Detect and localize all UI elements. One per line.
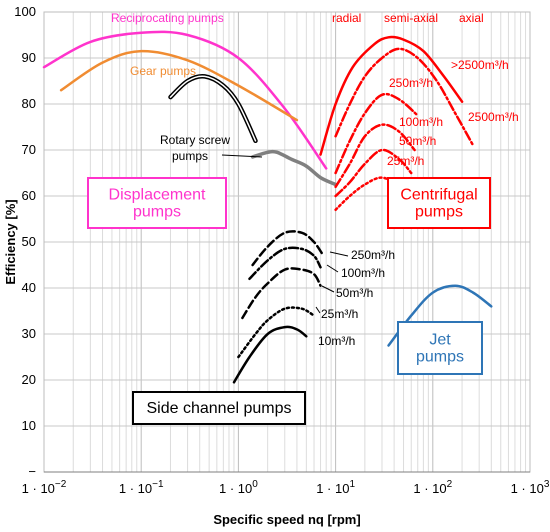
- annotation-label: Rotary screw: [160, 133, 230, 147]
- series-line: [59, 49, 299, 122]
- category-box: [132, 391, 306, 425]
- x-tick-label: 1 · 100: [219, 479, 258, 496]
- series-line: [334, 92, 419, 175]
- annotation-label: 250m³/h: [389, 76, 433, 90]
- category-box-label: pumps: [415, 203, 463, 220]
- category-box-layer: DisplacementpumpsCentrifugalpumpsJetpump…: [87, 177, 491, 425]
- category-box: [397, 321, 483, 375]
- annotation-label: 100m³/h: [341, 266, 385, 280]
- annotation-label: 100m³/h: [399, 115, 443, 129]
- category-box-label: pumps: [133, 203, 181, 220]
- series-line-inner: [169, 75, 257, 142]
- leader-line: [329, 251, 349, 257]
- annotation-label: 250m³/h: [351, 248, 395, 262]
- annotation-label: >2500m³/h: [451, 58, 509, 72]
- y-tick-label: 30: [22, 326, 36, 341]
- category-box-label: Jet: [429, 331, 451, 348]
- series-line: [334, 176, 409, 212]
- series-layer: [42, 30, 493, 384]
- series-line: [42, 30, 328, 170]
- annotation-label: 10m³/h: [318, 334, 355, 348]
- category-box: [87, 177, 227, 229]
- y-tick-label: 70: [22, 142, 36, 157]
- leader-line: [326, 264, 339, 273]
- x-tick-label: 1 · 102: [413, 479, 452, 496]
- series-line: [232, 325, 308, 384]
- annotation-label: 50m³/h: [336, 286, 373, 300]
- annotation-label: pumps: [172, 149, 208, 163]
- annotation-label: Gear pumps: [130, 64, 196, 78]
- y-tick-label: 100: [14, 4, 36, 19]
- annotation-label: axial: [459, 11, 484, 25]
- series-line: [241, 267, 322, 320]
- x-tick-label: 1 · 10−2: [22, 479, 67, 496]
- plot-frame: [43, 11, 531, 473]
- x-axis-title: Specific speed nq [rpm]: [213, 512, 360, 527]
- annotation-label: 25m³/h: [387, 154, 424, 168]
- annotation-layer: Reciprocating pumps Gear pumps Rotary scre…: [111, 11, 519, 348]
- y-tick-label: 40: [22, 280, 36, 295]
- series-line: [387, 284, 493, 347]
- y-tick-label: −: [28, 464, 36, 479]
- category-box-label: Displacement: [109, 187, 206, 204]
- x-tick-label: 1 · 103: [511, 479, 550, 496]
- y-tick-label: 80: [22, 96, 36, 111]
- annotation-label: radial: [332, 11, 361, 25]
- series-line: [250, 149, 338, 187]
- y-tick-label: 60: [22, 188, 36, 203]
- y-tick-label: 50: [22, 234, 36, 249]
- y-tick-label: 90: [22, 50, 36, 65]
- category-box-label: Centrifugal: [400, 187, 477, 204]
- axis-title-layer: Specific speed nq [rpm] Efficiency [%]: [3, 199, 361, 527]
- annotation-label: semi-axial: [384, 11, 438, 25]
- category-box-label: Side channel pumps: [147, 400, 292, 417]
- x-tick-label: 1 · 10−1: [119, 479, 164, 496]
- series-line: [334, 123, 416, 189]
- y-tick-label: 20: [22, 372, 36, 387]
- series-line: [319, 35, 464, 156]
- annotation-label: 50m³/h: [399, 134, 436, 148]
- category-box: [387, 177, 491, 229]
- x-tick-label: 1 · 101: [316, 479, 355, 496]
- series-line: [251, 230, 325, 267]
- y-axis-title: Efficiency [%]: [3, 199, 18, 284]
- series-line: [237, 306, 316, 359]
- leader-line: [221, 154, 263, 158]
- series-line: [248, 246, 322, 281]
- leader-line: [315, 306, 321, 314]
- series-line: [168, 73, 258, 144]
- y-tick-label: 10: [22, 418, 36, 433]
- category-box-label: pumps: [416, 349, 464, 366]
- annotation-label: Reciprocating pumps: [111, 11, 224, 25]
- annotation-label: 2500m³/h: [468, 110, 519, 124]
- series-line: [334, 148, 413, 198]
- series-line: [334, 47, 475, 147]
- leader-line: [321, 285, 335, 293]
- annotation-label: 25m³/h: [321, 307, 358, 321]
